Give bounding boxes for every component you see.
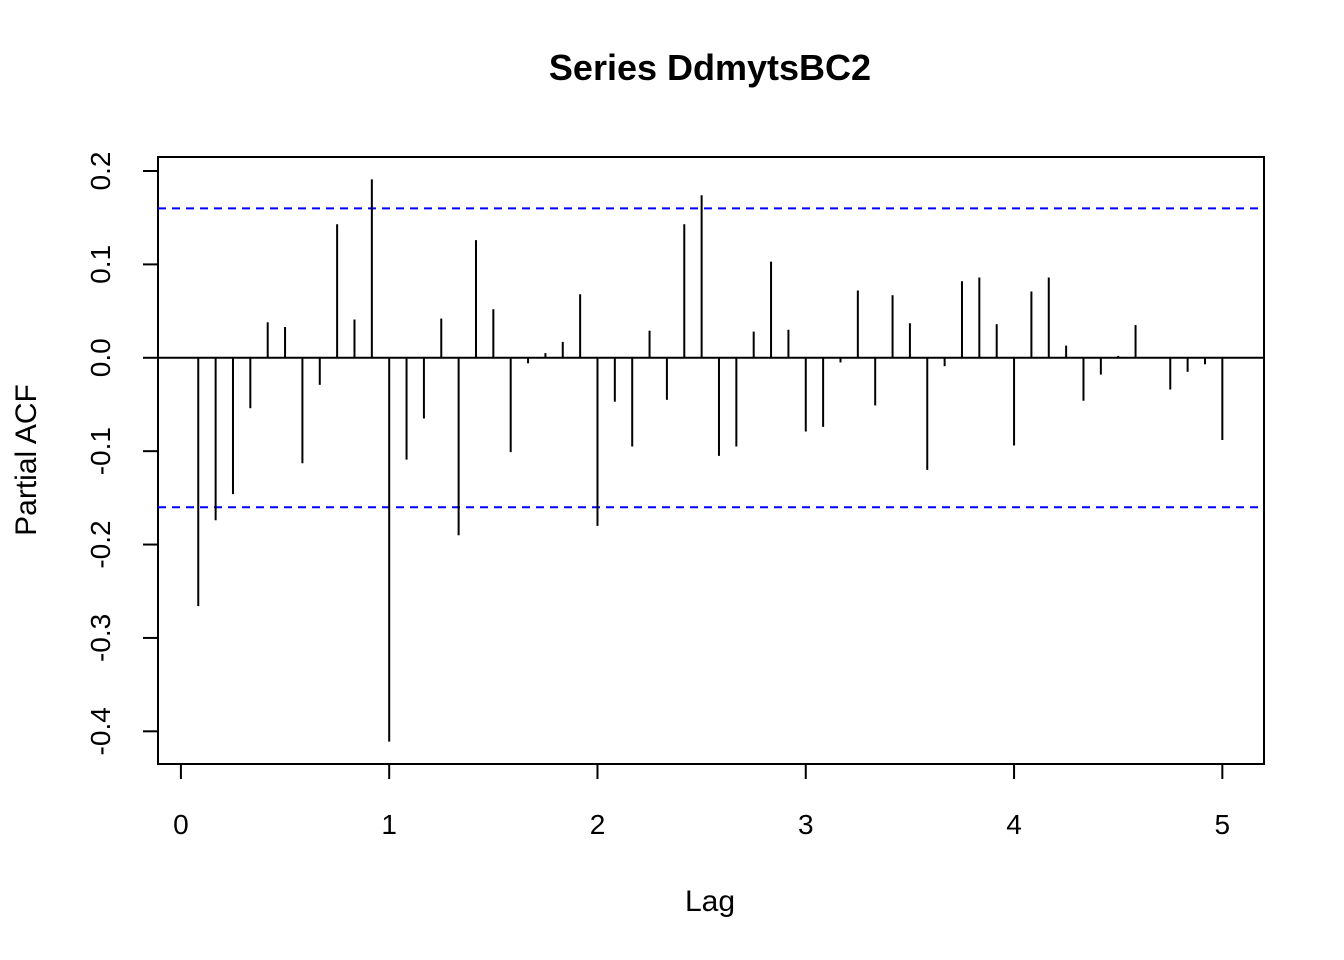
- y-tick-label: -0.2: [85, 520, 116, 568]
- y-tick-label: -0.1: [85, 427, 116, 475]
- x-tick-label: 4: [1006, 809, 1022, 840]
- y-axis: -0.4 -0.3 -0.2 -0.1 0.0 0.1 0.2: [85, 152, 159, 755]
- y-tick-label: -0.3: [85, 614, 116, 662]
- y-axis-label: Partial ACF: [10, 384, 43, 536]
- x-axis-label: Lag: [685, 885, 735, 918]
- y-tick-label: 0.2: [85, 152, 116, 191]
- plot-frame: [157, 156, 1265, 765]
- chart-title: Series DdmytsBC2: [549, 47, 871, 88]
- y-tick-label: 0.0: [85, 338, 116, 377]
- y-tick-label: 0.1: [85, 245, 116, 284]
- confidence-bounds: [158, 207, 1264, 509]
- x-tick-label: 0: [173, 809, 189, 840]
- y-tick-label: -0.4: [85, 707, 116, 755]
- x-tick-label: 3: [798, 809, 814, 840]
- x-tick-label: 1: [381, 809, 397, 840]
- x-axis: 0 1 2 3 4 5: [173, 763, 1231, 840]
- x-tick-label: 2: [590, 809, 606, 840]
- x-tick-label: 5: [1215, 809, 1231, 840]
- pacf-spikes: [197, 179, 1224, 742]
